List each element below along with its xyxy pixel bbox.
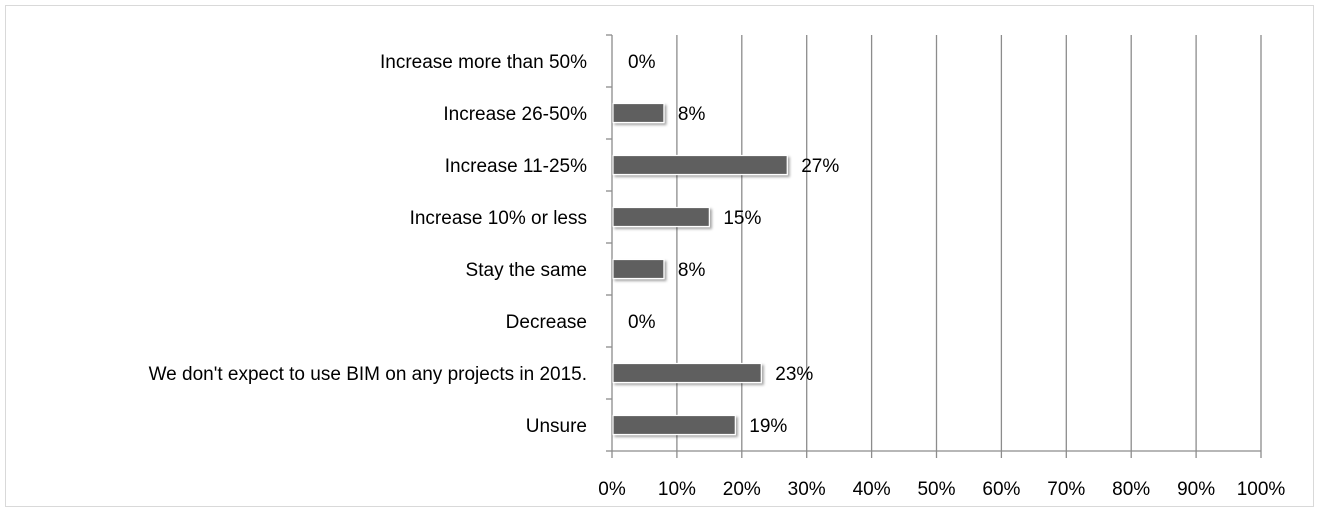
bar [612, 102, 665, 124]
category-label: We don't expect to use BIM on any projec… [149, 364, 587, 385]
x-tick-label: 40% [853, 479, 891, 500]
category-label: Stay the same [466, 260, 587, 281]
bar [612, 154, 788, 176]
gridlines [676, 35, 1262, 451]
x-tick-label: 100% [1237, 479, 1286, 500]
bar [612, 362, 762, 384]
category-label: Unsure [526, 416, 587, 437]
category-label: Increase 26-50% [443, 104, 587, 125]
x-tick-label: 50% [917, 479, 955, 500]
x-tick-label: 30% [788, 479, 826, 500]
data-label: 0% [628, 52, 656, 73]
data-label: 23% [775, 364, 813, 385]
data-label: 8% [678, 104, 706, 125]
x-tick-label: 80% [1112, 479, 1150, 500]
bar [612, 206, 710, 228]
category-label: Increase 10% or less [410, 208, 587, 229]
axes [606, 34, 1262, 458]
data-label: 27% [801, 156, 839, 177]
category-labels: Increase more than 50% Increase 26-50% Inc… [149, 52, 588, 437]
data-label: 8% [678, 260, 706, 281]
x-tick-label: 20% [723, 479, 761, 500]
x-tick-label: 90% [1177, 479, 1215, 500]
x-tick-label: 70% [1047, 479, 1085, 500]
bars [612, 102, 788, 436]
bar [612, 414, 736, 436]
x-tick-label: 60% [982, 479, 1020, 500]
data-label: 15% [723, 208, 761, 229]
x-tick-label: 10% [658, 479, 696, 500]
x-tick-label: 0% [598, 479, 626, 500]
category-label: Decrease [506, 312, 587, 333]
data-label: 0% [628, 312, 656, 333]
category-label: Increase more than 50% [380, 52, 587, 73]
data-labels: 0% 8% 27% 15% 8% 0% 23% 19% [628, 52, 839, 437]
category-label: Increase 11-25% [445, 156, 587, 177]
bar [612, 258, 665, 280]
x-tick-labels: 0% 10% 20% 30% 40% 50% 60% 70% 80% 90% 100% [598, 479, 1285, 500]
data-label: 19% [749, 416, 787, 437]
